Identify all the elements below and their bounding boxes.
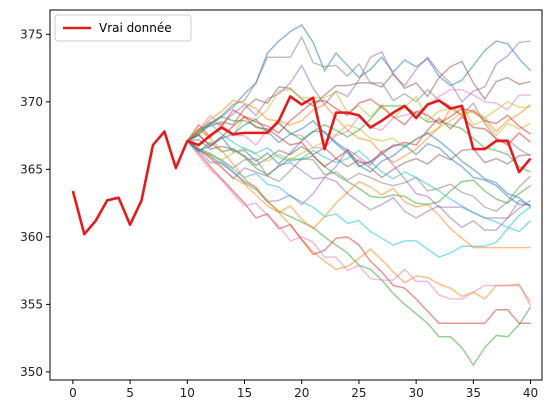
x-tick-label: 15 [237,386,252,400]
simulation-line [186,140,532,213]
simulation-line [186,140,531,325]
simulation-line [186,23,532,142]
y-tick-label: 365 [20,162,43,176]
series-line-vrai-donnee [71,95,532,236]
simulation-line [186,100,531,163]
simulation-line [186,118,532,208]
plot-frame [49,9,543,381]
simulation-line [186,127,531,249]
simulation-line [186,60,531,142]
simulation-line [186,140,531,258]
legend: Vrai donnée [54,14,192,42]
simulation-line [186,99,532,164]
simulation-line [186,105,531,173]
x-tick-label: 40 [523,386,538,400]
legend-box [54,14,192,42]
simulation-line [186,140,531,206]
simulation-line [186,35,531,157]
x-tick-label: 0 [69,386,77,400]
y-tick-label: 350 [20,365,43,379]
x-tick-label: 5 [126,386,134,400]
simulation-lines [186,23,532,367]
simulation-line [186,130,531,206]
legend-label: Vrai donnée [99,21,172,35]
y-tick-label: 360 [20,230,43,244]
x-tick-label: 30 [408,386,423,400]
axes: 0 5 10 15 20 25 30 35 40 350 355 360 365 370 375 [20,9,543,400]
data-series [71,95,532,236]
y-tick-label: 375 [20,27,43,41]
simulation-line [186,122,532,233]
simulation-line [186,40,531,142]
simulation-line [186,140,532,303]
y-tick-label: 355 [20,297,43,311]
simulation-line [186,98,531,148]
x-tick-label: 10 [180,386,195,400]
y-tick-label: 370 [20,95,43,109]
x-tick-label: 35 [466,386,481,400]
simulation-line [186,140,531,231]
x-tick-label: 25 [351,386,366,400]
x-tick-label: 20 [294,386,309,400]
